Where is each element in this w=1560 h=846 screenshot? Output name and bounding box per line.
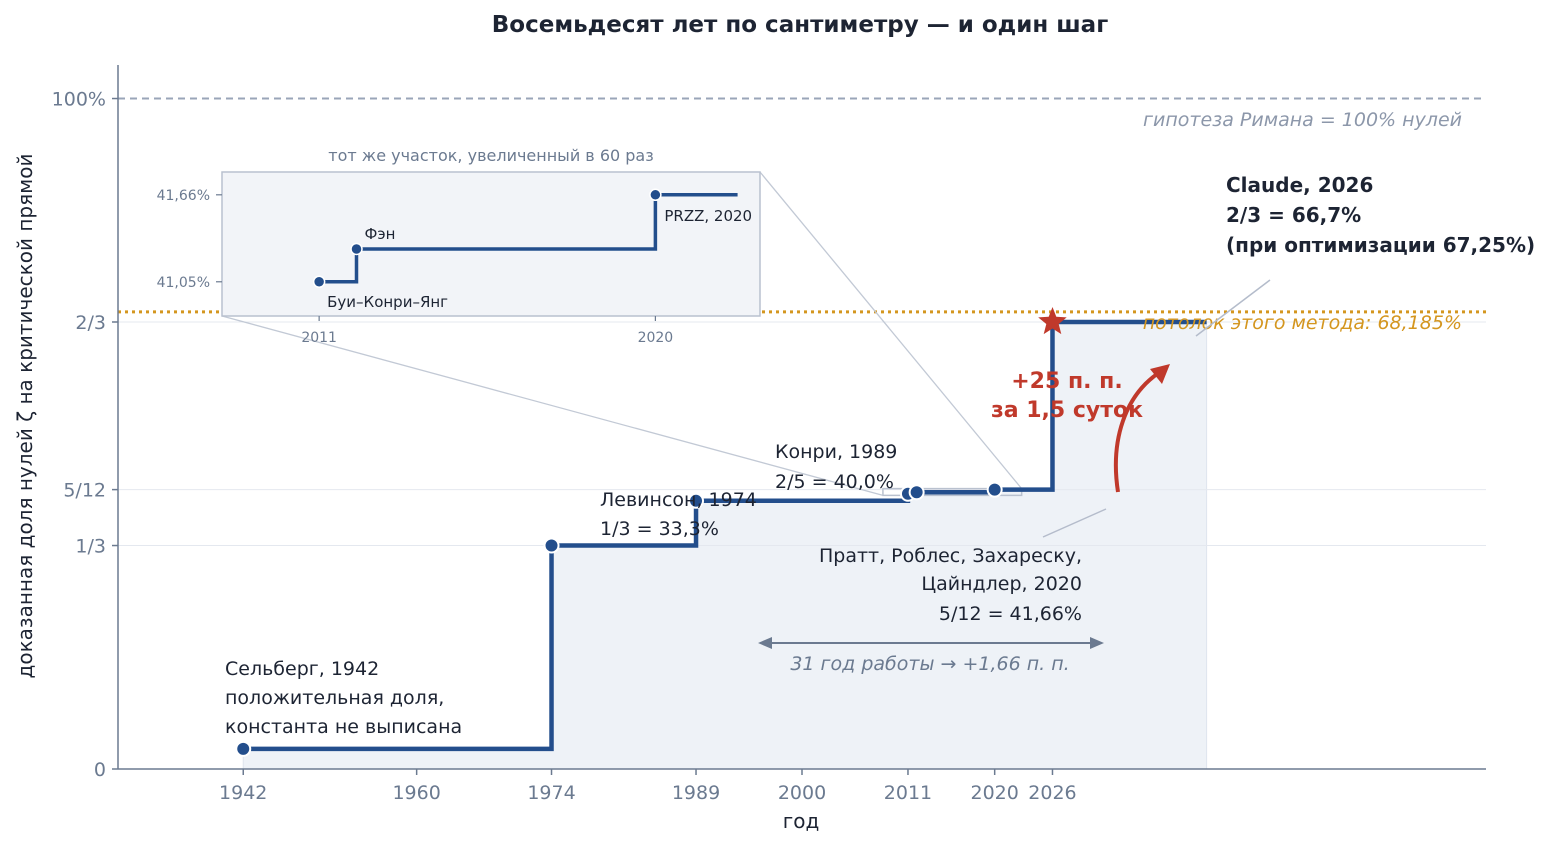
x-tick-label: 1960	[392, 782, 440, 804]
x-tick-label: 2011	[884, 782, 932, 804]
rh-line-label: гипотеза Римана = 100% нулей	[1143, 109, 1462, 131]
inset-connector-top	[759, 171, 1023, 490]
data-point	[908, 484, 925, 501]
przz-line-3: 5/12 = 41,66%	[939, 603, 1082, 625]
annotation-conrey: Конри, 1989 2/5 = 40,0%	[775, 441, 897, 493]
inset-data-point	[649, 188, 662, 202]
jump-arrow	[1113, 370, 1162, 493]
przz-line-2: Цайндлер, 2020	[921, 573, 1082, 595]
grid	[118, 321, 1486, 547]
inset-plot: 41,66% 41,05% 2011 2020 Буи–Конри–Янг Фэн PRZZ…	[157, 188, 753, 346]
data-point	[688, 492, 705, 509]
przz-leader-line	[1042, 508, 1107, 538]
x-tick-label: 1942	[219, 782, 267, 804]
inset-y-tick-label: 41,66%	[157, 188, 210, 204]
claude-line-1: Claude, 2026	[1226, 173, 1373, 197]
inset-data-point	[312, 275, 326, 289]
y-tick-label: 5/12	[63, 480, 106, 502]
selberg-line-1: Сельберг, 1942	[225, 658, 379, 680]
jump-line-2: за 1,5 суток	[991, 398, 1143, 423]
jump-arrowhead	[1150, 364, 1170, 384]
x-tick-label: 2000	[778, 782, 826, 804]
reference-lines	[118, 97, 1486, 314]
inset-connector-bottom	[221, 315, 884, 497]
inset-point-label: Фэн	[365, 225, 396, 243]
span-arrow: 31 год работы → +1,66 п. п.	[758, 637, 1104, 675]
y-tick-label: 0	[94, 759, 106, 781]
inset-x-tick-label: 2020	[638, 330, 674, 346]
span-arrow-head-left	[758, 637, 772, 649]
annotation-levinson: Левинсон, 1974 1/3 = 33,3%	[600, 489, 757, 540]
y-tick-label: 2/3	[75, 312, 106, 334]
jump-line-1: +25 п. п.	[1011, 369, 1122, 394]
span-arrow-label: 31 год работы → +1,66 п. п.	[790, 653, 1069, 675]
data-point	[235, 740, 252, 757]
y-axis-title: доказанная доля нулей ζ на критической п…	[13, 154, 37, 679]
conrey-line-2: 2/5 = 40,0%	[775, 471, 894, 493]
claude-leader-line	[1195, 279, 1271, 337]
y-tick-label: 1/3	[75, 536, 106, 558]
ceiling-line-label: потолок этого метода: 68,185%	[1143, 312, 1462, 334]
data-points	[235, 481, 1003, 757]
y-tick-label: 100%	[52, 89, 106, 111]
claude-line-2: 2/3 = 66,7%	[1226, 203, 1361, 227]
inset-panel: тот же участок, увеличенный в 60 раз 41,…	[157, 146, 761, 346]
inset-x-tick-label: 2011	[301, 330, 337, 346]
inset-data-point	[350, 242, 363, 256]
x-tick-label: 1974	[527, 782, 575, 804]
selberg-line-3: константа не выписана	[225, 716, 462, 738]
chart-title: Восемьдесят лет по сантиметру — и один ш…	[492, 12, 1108, 38]
inset-point-label: Буи–Конри–Янг	[327, 293, 448, 311]
claude-star-marker	[1038, 307, 1067, 335]
annotation-jump: +25 п. п. за 1,5 суток	[991, 369, 1143, 423]
axes: 1942 1960 1974 1989 2000 2011 2020 2026 0 1/3 5/12…	[52, 65, 1486, 804]
levinson-line-2: 1/3 = 33,3%	[600, 518, 719, 540]
annotation-przz: Пратт, Роблес, Захареску, Цайндлер, 2020…	[819, 545, 1082, 625]
span-arrow-head-right	[1090, 637, 1104, 649]
zoom-source-box	[882, 487, 1023, 497]
x-axis-title: год	[783, 809, 820, 833]
annotation-claude: Claude, 2026 2/3 = 66,7% (при оптимизаци…	[1226, 173, 1535, 257]
conrey-line-1: Конри, 1989	[775, 441, 897, 463]
inset-title: тот же участок, увеличенный в 60 раз	[328, 146, 653, 165]
inset-step-line	[319, 193, 738, 284]
data-point	[543, 537, 560, 554]
inset-y-tick-label: 41,05%	[157, 275, 210, 291]
claude-line-3: (при оптимизации 67,25%)	[1226, 233, 1535, 257]
data-point	[986, 481, 1003, 498]
inset-connectors	[221, 171, 1023, 497]
levinson-line-1: Левинсон, 1974	[600, 489, 757, 511]
przz-line-1: Пратт, Роблес, Захареску,	[819, 545, 1082, 567]
annotation-selberg: Сельберг, 1942 положительная доля, конст…	[225, 658, 462, 738]
x-tick-label: 2026	[1028, 782, 1076, 804]
selberg-line-2: положительная доля,	[225, 687, 444, 709]
x-tick-label: 2020	[970, 782, 1018, 804]
inset-point-label: PRZZ, 2020	[664, 207, 752, 225]
x-tick-label: 1989	[672, 782, 720, 804]
